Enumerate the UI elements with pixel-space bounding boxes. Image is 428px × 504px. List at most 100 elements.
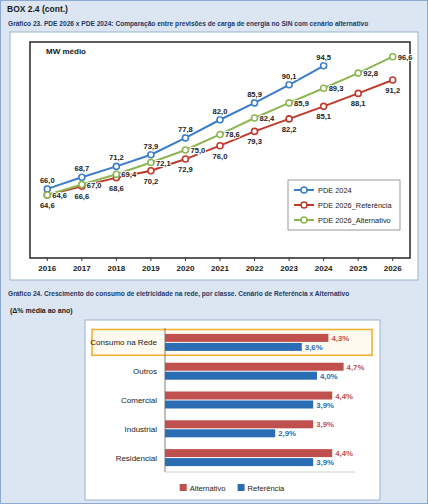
- data-label: 3,9%: [316, 458, 334, 467]
- point: [148, 168, 154, 174]
- data-label: 72,9: [178, 165, 193, 174]
- plot-marks: [44, 54, 395, 198]
- point: [252, 128, 258, 134]
- point: [286, 100, 292, 106]
- legend-label: Referência: [248, 484, 285, 493]
- point: [79, 174, 85, 180]
- point: [355, 90, 361, 96]
- category-label: Residencial: [116, 454, 158, 463]
- bar: [165, 334, 328, 342]
- data-label: 64,6: [52, 191, 67, 200]
- data-label: 66,0: [40, 176, 55, 185]
- legend-marker: [301, 217, 307, 223]
- legend-marker: [301, 187, 307, 193]
- chart-title: Gráfico 24. Crescimento do consumo de el…: [8, 290, 349, 298]
- data-label: 4,4%: [335, 449, 353, 458]
- x-tick-label: 2024: [315, 264, 333, 273]
- legend-label: PDE 2026_Referência: [318, 201, 392, 210]
- data-label: 3,6%: [305, 343, 323, 352]
- data-label: 71,2: [109, 153, 124, 162]
- box-background: [1, 1, 428, 504]
- x-tick-label: 2020: [177, 264, 195, 273]
- chart-title: Gráfico 23. PDE 2026 x PDE 2024: Compara…: [8, 20, 368, 28]
- x-tick-label: 2016: [38, 264, 56, 273]
- point: [321, 63, 327, 69]
- bar: [165, 372, 317, 380]
- point: [79, 182, 85, 188]
- data-label: 3,9%: [316, 420, 334, 429]
- x-tick: [116, 258, 117, 261]
- data-label: 89,3: [329, 84, 344, 93]
- data-label: 69,4: [121, 170, 137, 179]
- data-label: 64,6: [40, 201, 55, 210]
- data-label: 4,4%: [335, 392, 353, 401]
- data-label: 3,9%: [316, 401, 334, 410]
- data-label: 67,0: [87, 181, 102, 190]
- y-axis-label: MW médio: [46, 47, 86, 56]
- point: [321, 85, 327, 91]
- point: [217, 131, 223, 137]
- data-label: 85,9: [294, 99, 309, 108]
- bar: [165, 429, 275, 437]
- data-label: 4,0%: [320, 372, 338, 381]
- data-label: 77,8: [178, 125, 193, 134]
- page: BOX 2.4 (cont.)Gráfico 23. PDE 2026 x PD…: [0, 0, 428, 504]
- x-tick: [220, 258, 221, 261]
- data-label: 82,4: [260, 114, 276, 123]
- value-axis: [165, 472, 355, 473]
- data-label: 2,9%: [278, 429, 296, 438]
- bar: [165, 363, 344, 371]
- x-tick: [185, 258, 186, 261]
- point: [286, 82, 292, 88]
- legend: PDE 2024 PDE 2026_Referência PDE 2026_Alte…: [288, 180, 400, 230]
- point: [113, 163, 119, 169]
- legend-swatch: [238, 484, 245, 491]
- point: [113, 171, 119, 177]
- point: [182, 156, 188, 162]
- x-tick-label: 2019: [142, 264, 160, 273]
- point: [390, 77, 396, 83]
- x-tick: [150, 258, 151, 261]
- point: [217, 117, 223, 123]
- category-label: Industrial: [125, 425, 158, 434]
- bar: [165, 449, 332, 457]
- bar: [165, 420, 313, 428]
- data-label: 79,3: [247, 137, 262, 146]
- legend-box: [288, 180, 400, 230]
- x-tick: [323, 258, 324, 261]
- data-label: 72,1: [156, 159, 172, 168]
- point: [44, 192, 50, 198]
- data-label: 68,6: [109, 184, 124, 193]
- legend: Alternativo Referência: [180, 484, 285, 493]
- category-label: Outros: [133, 367, 157, 376]
- bar: [165, 343, 302, 351]
- x-tick: [47, 258, 48, 261]
- category-label: Consumo na Rede: [90, 338, 157, 347]
- x-tick: [358, 258, 359, 261]
- category-label: Comercial: [121, 396, 157, 405]
- legend-label: Alternativo: [190, 484, 226, 493]
- x-tick-label: 2025: [349, 264, 367, 273]
- data-label: 76,0: [213, 152, 228, 161]
- data-label: 73,9: [144, 142, 159, 151]
- legend-marker: [301, 202, 307, 208]
- data-label: 66,6: [74, 192, 89, 201]
- bar: [165, 458, 313, 466]
- bar: [165, 392, 332, 400]
- x-tick: [81, 258, 82, 261]
- legend-label: PDE 2024: [318, 186, 352, 195]
- data-label: 94,5: [316, 53, 332, 62]
- chart-subtitle: (Δ% média ao ano): [10, 307, 73, 315]
- x-tick: [392, 258, 393, 261]
- chart-panel: [10, 32, 418, 280]
- point: [182, 135, 188, 141]
- plot-marks: [165, 334, 344, 466]
- series-line: [47, 57, 392, 195]
- x-tick-label: 2026: [384, 264, 402, 273]
- x-tick-label: 2023: [280, 264, 298, 273]
- point: [217, 143, 223, 149]
- point: [252, 115, 258, 121]
- legend-label: PDE 2026_Alternativo: [318, 216, 391, 225]
- point: [148, 152, 154, 158]
- data-label: 88,1: [351, 99, 367, 108]
